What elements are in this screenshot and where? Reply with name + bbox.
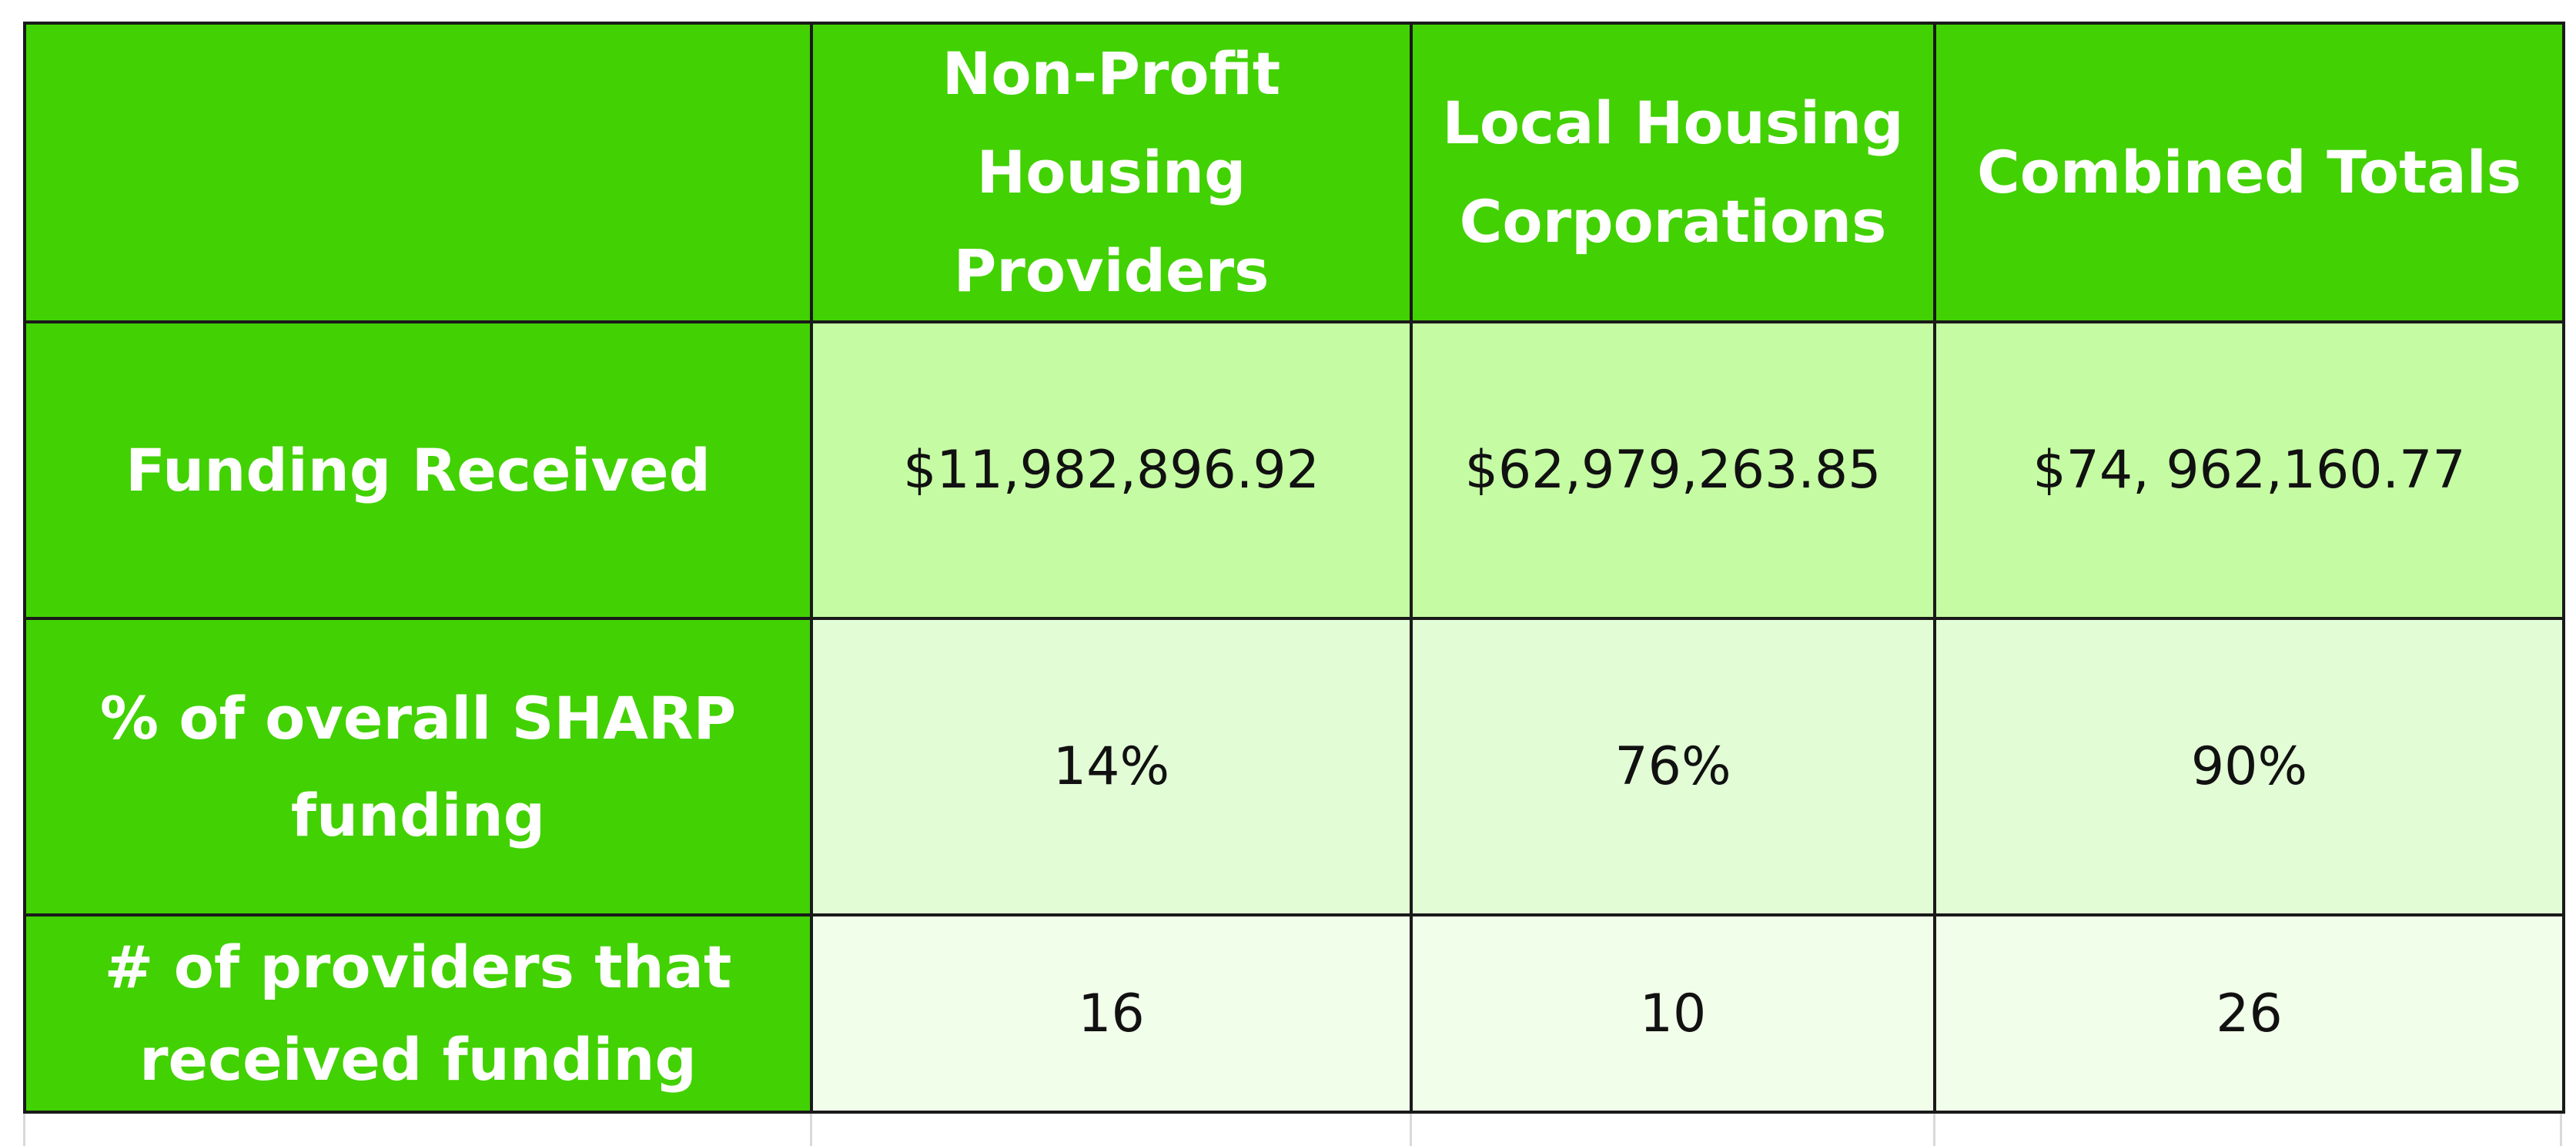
row-label-funding-received: Funding Received: [23, 320, 813, 620]
column-header-local-housing: Local Housing Corporations: [1410, 22, 1936, 323]
sharp-funding-table: Non-Profit Housing Providers Local Housi…: [23, 22, 2565, 1114]
column-header-non-profit: Non-Profit Housing Providers: [810, 22, 1413, 323]
cell-count-non-profit: 16: [810, 913, 1413, 1114]
row-label-provider-count: # of providers that received funding: [23, 913, 813, 1114]
cell-count-local-housing: 10: [1410, 913, 1936, 1114]
row-label-percent-funding: % of overall SHARP funding: [23, 617, 813, 916]
column-header-combined-totals: Combined Totals: [1933, 22, 2565, 323]
gridline: [810, 1107, 812, 1146]
cell-percent-non-profit: 14%: [810, 617, 1413, 916]
cell-funding-combined: $74, 962,160.77: [1933, 320, 2565, 620]
cell-funding-local-housing: $62,979,263.85: [1410, 320, 1936, 620]
gridline: [1410, 1107, 1412, 1146]
gridline: [1933, 1107, 1935, 1146]
corner-cell: [23, 22, 813, 323]
header-row: Non-Profit Housing Providers Local Housi…: [23, 22, 2565, 323]
table-row-funding-received: Funding Received $11,982,896.92 $62,979,…: [23, 320, 2565, 620]
table-row-percent-funding: % of overall SHARP funding 14% 76% 90%: [23, 617, 2565, 916]
cell-percent-local-housing: 76%: [1410, 617, 1936, 916]
table-row-provider-count: # of providers that received funding 16 …: [23, 913, 2565, 1114]
cell-funding-non-profit: $11,982,896.92: [810, 320, 1413, 620]
cell-count-combined: 26: [1933, 913, 2565, 1114]
spreadsheet-gridlines: [23, 1107, 2562, 1146]
cell-percent-combined: 90%: [1933, 617, 2565, 916]
